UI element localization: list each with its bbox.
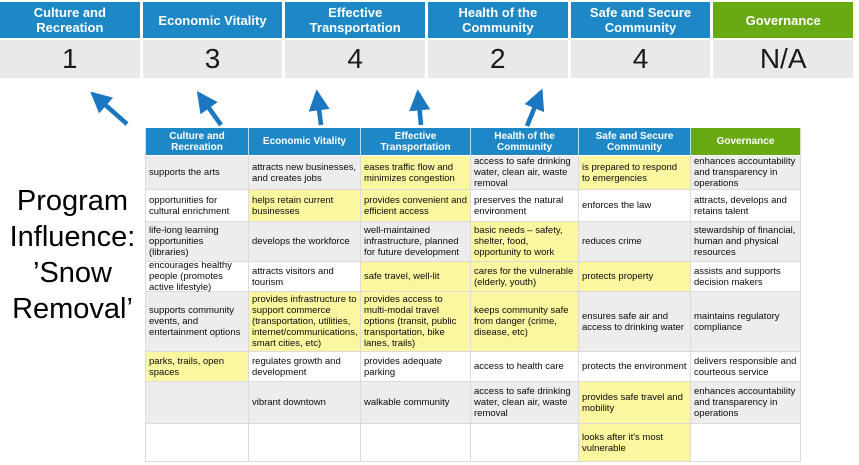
arrow-economic-vitality-icon <box>196 90 223 127</box>
program-title-line-4: Removal’ <box>12 293 133 325</box>
score-culture-and-recreation: 1 <box>0 40 140 78</box>
matrix-cell: provides adequate parking <box>361 352 471 382</box>
program-title-line-2: Influence: <box>9 221 136 253</box>
matrix-cell: enhances accountability and transparency… <box>691 156 801 190</box>
scoreboard-header-governance: Governance <box>713 2 853 38</box>
matrix-cell: stewardship of financial, human and phys… <box>691 222 801 262</box>
matrix-cell: attracts new businesses, and creates job… <box>249 156 361 190</box>
matrix-cell: access to safe drinking water, clean air… <box>471 382 579 424</box>
matrix-header-safe-and-secure-community: Safe and Secure Community <box>579 128 691 156</box>
arrow-health-of-the-community-icon <box>409 89 431 126</box>
score-safe-and-secure-community: 4 <box>570 40 711 78</box>
matrix-cell: assists and supports decision makers <box>691 262 801 292</box>
matrix-cell: maintains regulatory compliance <box>691 292 801 352</box>
matrix-cell: cares for the vulnerable (elderly, youth… <box>471 262 579 292</box>
program-title-line-1: Program <box>16 185 129 217</box>
program-title-line-3: ’Snow <box>33 257 112 289</box>
program-title: Program Influence: ’Snow Removal’ <box>0 183 145 327</box>
scoreboard-header-culture-and-recreation: Culture and Recreation <box>0 2 140 38</box>
matrix-cell-empty <box>691 424 801 462</box>
matrix-cell: looks after it's most vulnerable <box>579 424 691 462</box>
matrix-cell: provides convenient and efficient access <box>361 190 471 222</box>
matrix-cell: safe travel, well-lit <box>361 262 471 292</box>
matrix-cell: ensures safe air and access to drinking … <box>579 292 691 352</box>
matrix-header-governance: Governance <box>691 128 801 156</box>
matrix-cell: vibrant downtown <box>249 382 361 424</box>
matrix-cell: preserves the natural environment <box>471 190 579 222</box>
matrix-cell: opportunities for cultural enrichment <box>146 190 249 222</box>
matrix-cell: regulates growth and development <box>249 352 361 382</box>
matrix-cell: attracts, develops and retains talent <box>691 190 801 222</box>
matrix-cell: parks, trails, open spaces <box>146 352 249 382</box>
score-economic-vitality: 3 <box>142 40 283 78</box>
matrix-cell: basic needs – safety, shelter, food, opp… <box>471 222 579 262</box>
arrow-effective-transportation-icon <box>308 89 330 126</box>
scoreboard: Culture and Recreation Economic Vitality… <box>0 2 853 78</box>
matrix-header-economic-vitality: Economic Vitality <box>249 128 361 156</box>
score-effective-transportation: 4 <box>285 40 425 78</box>
matrix-cell: provides safe travel and mobility <box>579 382 691 424</box>
matrix-cell: access to health care <box>471 352 579 382</box>
matrix-cell: supports the arts <box>146 156 249 190</box>
matrix-cell: protects the environment <box>579 352 691 382</box>
matrix-cell: supports community events, and entertain… <box>146 292 249 352</box>
matrix-cell: reduces crime <box>579 222 691 262</box>
matrix-cell: attracts visitors and tourism <box>249 262 361 292</box>
matrix-cell: life-long learning opportunities (librar… <box>146 222 249 262</box>
matrix-cell: delivers responsible and courteous servi… <box>691 352 801 382</box>
matrix-cell: keeps community safe from danger (crime,… <box>471 292 579 352</box>
scoreboard-header-effective-transportation: Effective Transportation <box>285 2 425 38</box>
scoreboard-header-safe-and-secure-community: Safe and Secure Community <box>570 2 711 38</box>
matrix-header-health-of-the-community: Health of the Community <box>471 128 579 156</box>
matrix-cell-empty <box>361 424 471 462</box>
matrix-cell-empty <box>249 424 361 462</box>
matrix-cell: well-maintained infrastructure, planned … <box>361 222 471 262</box>
matrix-cell: develops the workforce <box>249 222 361 262</box>
matrix-cell-empty <box>146 382 249 424</box>
scoreboard-header-health-of-the-community: Health of the Community <box>428 2 568 38</box>
matrix-cell: provides infrastructure to support comme… <box>249 292 361 352</box>
matrix-cell: enforces the law <box>579 190 691 222</box>
score-health-of-the-community: 2 <box>428 40 568 78</box>
matrix-cell: eases traffic flow and minimizes congest… <box>361 156 471 190</box>
arrow-culture-and-recreation-icon <box>90 91 129 126</box>
matrix-cell-empty <box>471 424 579 462</box>
arrow-safe-and-secure-community-icon <box>524 88 545 127</box>
matrix-header-effective-transportation: Effective Transportation <box>361 128 471 156</box>
matrix-cell: walkable community <box>361 382 471 424</box>
score-governance: N/A <box>713 40 853 78</box>
scoreboard-header-economic-vitality: Economic Vitality <box>142 2 283 38</box>
matrix-cell: access to safe drinking water, clean air… <box>471 156 579 190</box>
matrix-cell-empty <box>146 424 249 462</box>
matrix-cell: protects property <box>579 262 691 292</box>
matrix-cell: enhances accountability and transparency… <box>691 382 801 424</box>
matrix-cell: helps retain current businesses <box>249 190 361 222</box>
influence-matrix: Culture and Recreation Economic Vitality E… <box>145 128 801 462</box>
matrix-header-culture-and-recreation: Culture and Recreation <box>146 128 249 156</box>
matrix-cell: encourages healthy people (promotes acti… <box>146 260 249 293</box>
matrix-cell: is prepared to respond to emergencies <box>579 156 691 190</box>
matrix-cell: provides access to multi-modal travel op… <box>361 292 471 352</box>
